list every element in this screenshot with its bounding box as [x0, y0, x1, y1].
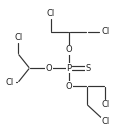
Text: Cl: Cl — [101, 117, 109, 126]
Text: O: O — [65, 45, 72, 54]
Text: Cl: Cl — [101, 100, 109, 109]
Text: Cl: Cl — [6, 78, 14, 87]
Text: Cl: Cl — [101, 27, 109, 36]
Text: Cl: Cl — [14, 33, 22, 42]
Text: O: O — [46, 64, 52, 73]
Text: P: P — [66, 64, 71, 73]
Text: Cl: Cl — [46, 9, 55, 18]
Text: O: O — [65, 82, 72, 91]
Text: S: S — [86, 64, 91, 73]
